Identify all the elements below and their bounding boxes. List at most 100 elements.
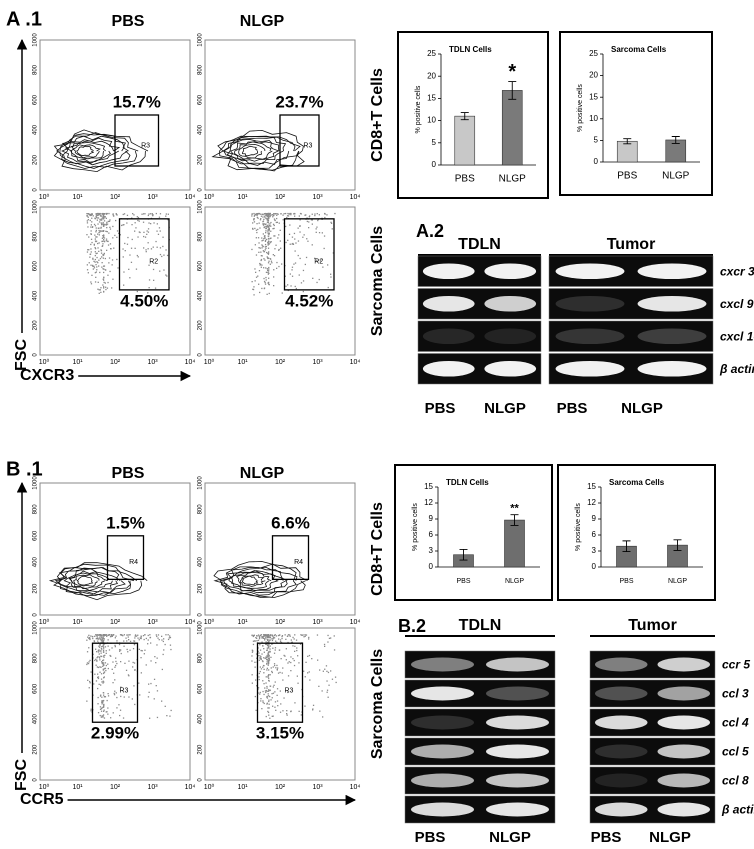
event-dot [97, 262, 99, 264]
event-dot [118, 704, 120, 706]
event-dot [254, 280, 256, 282]
event-dot [109, 228, 112, 230]
event-dot [272, 715, 274, 717]
event-dot [259, 219, 262, 221]
event-dot [262, 239, 264, 241]
flow-y-tick-label: 600 [33, 530, 39, 541]
contour [213, 563, 306, 598]
event-dot [165, 213, 167, 215]
event-dot [251, 281, 253, 283]
event-dot [127, 636, 129, 638]
event-dot [295, 287, 297, 290]
gate-percentage: 4.52% [285, 291, 333, 310]
event-dot [168, 637, 170, 639]
event-dot [101, 707, 103, 709]
event-dot [311, 213, 313, 215]
event-dot [268, 230, 270, 232]
event-dot [255, 214, 258, 216]
event-dot [265, 276, 267, 279]
event-dot [109, 226, 111, 228]
event-dot [103, 265, 106, 267]
event-dot [276, 664, 278, 667]
event-dot [274, 647, 277, 649]
event-dot [269, 695, 271, 698]
event-dot [103, 240, 105, 242]
lane-label: NLGP [489, 829, 531, 846]
event-dot [261, 653, 263, 655]
flow-y-tick-label: 400 [198, 290, 204, 301]
gene-label: β actin [721, 803, 754, 817]
event-dot [159, 230, 161, 232]
event-dot [150, 223, 152, 225]
event-dot [266, 659, 268, 661]
event-dot [258, 251, 260, 253]
chart-title: TDLN Cells [449, 45, 492, 54]
event-dot [95, 634, 97, 636]
event-dot [265, 245, 267, 248]
event-dot [292, 242, 294, 245]
event-dot [95, 213, 97, 215]
event-dot [133, 214, 135, 216]
gel-band [484, 360, 537, 377]
event-dot [274, 664, 276, 667]
event-dot [92, 258, 94, 260]
event-dot [330, 276, 332, 278]
event-dot [100, 249, 102, 251]
event-dot [268, 643, 270, 646]
event-dot [251, 634, 253, 636]
event-dot [261, 244, 263, 246]
contour [219, 566, 298, 596]
event-dot [278, 265, 280, 268]
event-dot [267, 659, 269, 662]
event-dot [276, 641, 278, 644]
event-dot [134, 247, 136, 249]
event-dot [292, 636, 294, 639]
flow-y-tick-label: 600 [33, 261, 39, 272]
event-dot [97, 247, 99, 249]
event-dot [265, 214, 267, 216]
event-dot [270, 667, 272, 669]
event-dot [145, 637, 147, 640]
event-dot [97, 666, 99, 669]
flow-x-tick-label: 10¹ [237, 619, 248, 626]
event-dot [164, 705, 166, 707]
event-dot [86, 651, 89, 653]
lane-label: PBS [557, 400, 588, 417]
y-tick-label: 10 [589, 114, 598, 123]
event-dot [115, 657, 117, 659]
event-dot [97, 217, 100, 219]
plot-frame [39, 206, 191, 356]
event-dot [269, 674, 271, 676]
event-dot [92, 264, 94, 267]
event-dot [141, 213, 143, 215]
column-header: PBS [112, 13, 145, 30]
event-dot [304, 635, 306, 637]
event-dot [103, 265, 105, 267]
event-dot [101, 218, 103, 220]
event-dot [120, 634, 123, 636]
event-dot [167, 634, 169, 636]
event-dot [95, 648, 97, 650]
event-dot [264, 236, 266, 238]
event-dot [269, 645, 271, 647]
event-dot [90, 283, 93, 285]
y-tick-label: 10 [427, 116, 436, 125]
event-dot [282, 710, 284, 712]
event-dot [156, 223, 158, 225]
event-dot [105, 650, 107, 652]
event-dot [316, 213, 318, 215]
event-dot [122, 256, 124, 258]
event-dot [102, 635, 104, 637]
event-dot [86, 269, 89, 271]
event-dot [147, 634, 149, 637]
event-dot [129, 649, 131, 651]
flow-y-tick-label: 800 [198, 504, 204, 515]
gel-group-label: TDLN [459, 617, 502, 634]
gel-band [657, 686, 710, 701]
event-dot [268, 657, 270, 659]
event-dot [95, 227, 97, 229]
event-dot [100, 708, 103, 710]
contour [230, 141, 279, 162]
event-dot [104, 224, 106, 226]
